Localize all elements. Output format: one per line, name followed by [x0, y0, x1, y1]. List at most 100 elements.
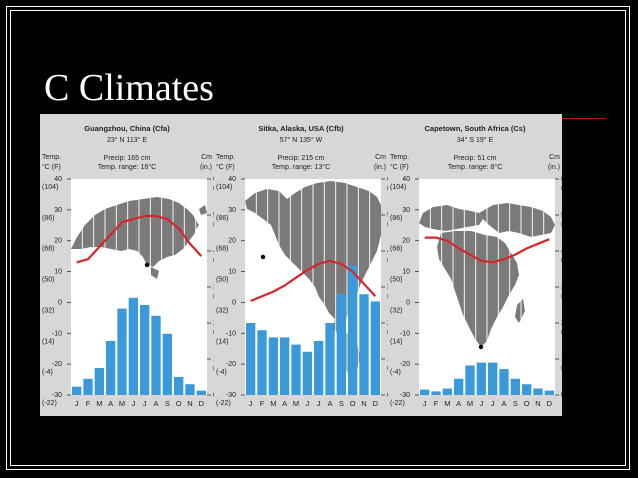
land-shape	[329, 193, 345, 207]
temp-tick-label: -20	[52, 361, 62, 368]
month-label: J	[305, 399, 309, 408]
chart-title: Sitka, Alaska, USA (Cfb)	[258, 124, 344, 133]
precip-tick-label: 10	[561, 356, 562, 363]
precip-label: Precip: 165 cm	[104, 155, 151, 162]
land-shape	[71, 197, 197, 267]
precip-bar-M	[442, 388, 452, 395]
month-label: N	[535, 399, 540, 408]
temp-axis-title: Temp.	[42, 154, 61, 161]
month-label: D	[373, 399, 379, 408]
month-label: F	[434, 399, 439, 408]
precip-axis-units: (in.)	[200, 164, 212, 171]
temp-tick-label: -30	[400, 392, 410, 399]
temp-range-label: Temp. range: 8°C	[448, 163, 503, 171]
precip-bar-A	[151, 315, 161, 395]
month-label: J	[249, 399, 253, 408]
month-label: D	[547, 399, 553, 408]
month-label: D	[199, 399, 205, 408]
temp-tick-label: 10	[228, 269, 236, 276]
temp-tick-label-f: (104)	[42, 184, 58, 191]
precip-bar-A	[280, 337, 290, 395]
temp-tick-label-f: (86)	[42, 215, 54, 222]
precip-bar-D	[196, 390, 206, 395]
temp-tick-label: 0	[58, 299, 62, 306]
precip-bar-J	[476, 362, 486, 395]
precip-bar-J	[488, 362, 498, 395]
precip-bar-S	[336, 294, 346, 395]
month-label: M	[444, 399, 450, 408]
climograph-guangzhou: Guangzhou, China (Cfa) 23° N 113° E Precip…	[42, 124, 225, 408]
temp-tick-label-f: (-22)	[216, 400, 231, 407]
precip-bar-D	[544, 390, 554, 395]
land-shape	[515, 299, 525, 323]
month-label: M	[96, 399, 102, 408]
month-label: O	[350, 399, 356, 408]
month-label: F	[260, 399, 265, 408]
precip-bar-M	[465, 365, 475, 395]
temp-axis-units: °C (F)	[42, 163, 61, 171]
month-label: M	[293, 399, 299, 408]
temp-tick-label: 30	[54, 207, 62, 214]
temp-tick-label: 30	[402, 207, 410, 214]
precip-axis-units: (in.)	[548, 164, 560, 171]
land-shape	[189, 219, 199, 231]
temp-tick-label-f: (32)	[216, 307, 228, 314]
temp-tick-label: -10	[226, 330, 236, 337]
month-label: J	[75, 399, 79, 408]
background-map	[71, 197, 207, 279]
temp-tick-label-f: (-4)	[390, 369, 401, 376]
precip-bar-J	[72, 386, 82, 395]
temp-tick-label-f: (50)	[216, 277, 228, 284]
temp-tick-label-f: (104)	[216, 184, 232, 191]
temp-tick-label-f: (50)	[42, 277, 54, 284]
temp-tick-label: -30	[226, 392, 236, 399]
precip-tick-label-in: (16)	[561, 257, 562, 264]
precip-bar-F	[83, 378, 93, 395]
precip-bar-F	[431, 391, 441, 395]
precip-bar-D	[370, 301, 380, 395]
month-label: J	[491, 399, 495, 408]
precip-bar-N	[185, 384, 195, 395]
precip-tick-label-in: (8)	[561, 329, 562, 336]
month-label: A	[282, 399, 287, 408]
temp-tick-label: 20	[54, 238, 62, 245]
chart-title: Guangzhou, China (Cfa)	[84, 124, 170, 133]
temp-axis-title: Temp.	[216, 154, 235, 161]
precip-bar-S	[510, 378, 520, 395]
temp-tick-label-f: (86)	[390, 215, 402, 222]
precip-tick-label: 40	[561, 248, 562, 255]
land-shape	[199, 205, 207, 215]
month-label: N	[187, 399, 192, 408]
precip-label: Precip: 215 cm	[278, 155, 325, 162]
city-location-dot	[260, 254, 266, 260]
city-location-dot	[478, 344, 484, 350]
temp-tick-label-f: (68)	[42, 246, 54, 253]
month-label: S	[165, 399, 170, 408]
precip-tick-label: 0	[561, 392, 562, 399]
month-label: J	[143, 399, 147, 408]
land-shape	[419, 205, 483, 231]
temp-tick-label: -20	[226, 361, 236, 368]
temperature-line	[76, 214, 203, 264]
precip-axis-title: Cm	[375, 154, 386, 161]
temp-tick-label-f: (-4)	[216, 369, 227, 376]
temp-tick-label-f: (86)	[216, 215, 228, 222]
precip-bar-O	[348, 265, 358, 395]
month-label: O	[176, 399, 182, 408]
temp-tick-label-f: (-22)	[42, 400, 57, 407]
month-label: M	[467, 399, 473, 408]
precip-bar-O	[522, 384, 532, 395]
temp-tick-label: 20	[402, 238, 410, 245]
temp-tick-label: 40	[402, 176, 410, 183]
temp-tick-label-f: (14)	[42, 338, 54, 345]
month-label: J	[131, 399, 135, 408]
precip-bar-N	[533, 388, 543, 395]
temp-tick-label-f: (32)	[42, 307, 54, 314]
month-label: A	[153, 399, 158, 408]
month-label: F	[86, 399, 91, 408]
temp-tick-label: -20	[400, 361, 410, 368]
climate-panel-sitka: Sitka, Alaska, USA (Cfb) 57° N 135° W Prec…	[214, 114, 399, 416]
precip-bar-N	[359, 294, 369, 395]
precip-tick-label: 20	[561, 320, 562, 327]
chart-subtitle: 34° S 19° E	[457, 136, 494, 144]
